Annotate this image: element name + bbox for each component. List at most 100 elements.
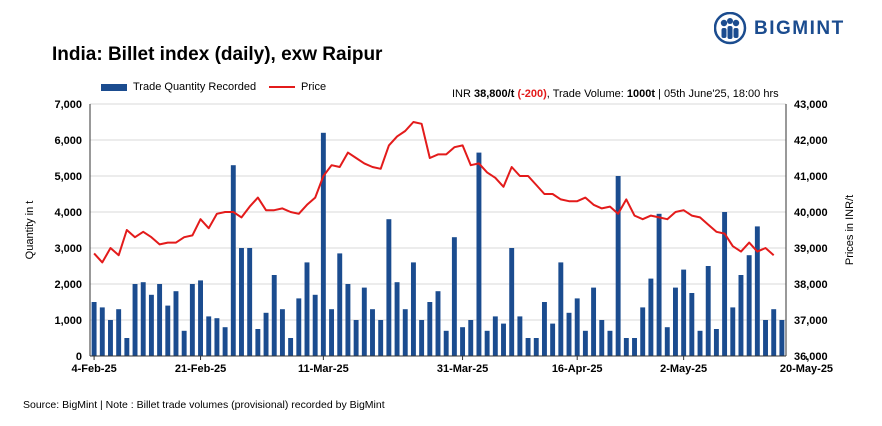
bar (378, 320, 384, 356)
bar (419, 320, 425, 356)
y-tick-label-right: 39,000 (794, 243, 828, 255)
bar (771, 309, 777, 356)
info-volume-label: , Trade Volume: (546, 88, 627, 100)
bar (320, 132, 326, 356)
axes (89, 104, 807, 360)
bar (386, 219, 392, 356)
bar (697, 330, 703, 356)
bar (648, 278, 654, 356)
info-price: 38,800/t (474, 88, 515, 100)
bar (329, 309, 335, 356)
bar (271, 275, 277, 356)
bar (263, 312, 269, 356)
y-axis-title-left: Quantity in t (24, 201, 36, 260)
legend-bar-swatch (101, 83, 127, 91)
bar (574, 298, 580, 356)
bar (247, 248, 253, 356)
bar (427, 302, 433, 356)
bar (91, 302, 97, 356)
bar (476, 152, 482, 356)
y-tick-label-right: 42,000 (794, 135, 828, 147)
bar (591, 287, 597, 356)
bar (517, 316, 523, 356)
bar (296, 298, 302, 356)
y-tick-label-left: 2,000 (54, 279, 82, 291)
bar (361, 287, 367, 356)
bar (533, 338, 539, 356)
source-note: Source: BigMint | Note : Billet trade vo… (23, 399, 385, 411)
x-tick-label: 4-Feb-25 (71, 363, 116, 375)
legend-label-price: Price (301, 81, 327, 93)
price-info: INR 38,800/t (-200), Trade Volume: 1000t… (452, 88, 779, 100)
bar (304, 262, 310, 356)
bar (582, 330, 588, 356)
bar (451, 237, 457, 356)
quantity-bars (91, 132, 785, 356)
y-tick-label-left: 0 (76, 351, 82, 363)
bar (394, 282, 400, 356)
x-tick-label: 16-Apr-25 (552, 363, 603, 375)
bar (779, 320, 785, 356)
bar (607, 330, 613, 356)
bar (681, 269, 687, 356)
bar (754, 226, 760, 356)
bar (198, 280, 203, 356)
bar (763, 320, 768, 356)
bar (132, 284, 138, 356)
price-line (93, 121, 775, 264)
bar (124, 338, 130, 356)
y-tick-label-left: 7,000 (54, 99, 82, 111)
y-tick-label-right: 36,000 (794, 351, 828, 363)
bar (140, 282, 146, 356)
bar (673, 287, 678, 356)
bar (402, 309, 408, 356)
bar (148, 294, 154, 356)
x-tick-label: 2-May-25 (660, 363, 707, 375)
y-tick-label-left: 3,000 (54, 243, 82, 255)
info-volume: 1000t (626, 88, 656, 100)
bar (525, 338, 531, 356)
bar (484, 330, 490, 356)
bar (99, 307, 105, 356)
bar (640, 307, 646, 356)
bar (468, 320, 474, 356)
bar (722, 212, 728, 356)
bar (623, 338, 629, 356)
bar (705, 266, 711, 356)
y-tick-label-right: 38,000 (794, 279, 828, 291)
gridlines (90, 103, 786, 321)
bar (615, 176, 621, 356)
bar (558, 262, 564, 356)
bar (222, 327, 228, 356)
bar (108, 320, 113, 356)
bar (353, 320, 359, 356)
brand-logo: BIGMINT (713, 11, 874, 46)
bar (656, 213, 662, 356)
bar (664, 327, 670, 356)
bar (255, 329, 261, 356)
bar (738, 275, 744, 356)
bar (541, 302, 547, 356)
legend-item-quantity: Trade Quantity Recorded (101, 81, 256, 93)
y-axis-title-right: Prices in INR/t (844, 195, 856, 265)
info-change: (-200) (517, 88, 547, 100)
y-tick-label-right: 40,000 (794, 207, 828, 219)
info-currency: INR (452, 88, 474, 100)
bar (509, 248, 515, 356)
bar (157, 284, 163, 356)
legend-line-swatch (269, 86, 295, 88)
bar (410, 262, 416, 356)
bar (181, 330, 187, 356)
bar (214, 318, 220, 356)
bar (443, 330, 449, 356)
bar (370, 309, 375, 356)
x-tick-label: 20-May-25 (780, 363, 833, 375)
axis-labels: 0 36,000 1,000 37,000 2,000 38,000 3,000 39,000… (24, 99, 856, 375)
bar (746, 255, 752, 356)
bar (599, 320, 605, 356)
bar (230, 165, 236, 356)
bar (239, 248, 244, 356)
bar (501, 323, 506, 356)
y-tick-label-right: 43,000 (794, 99, 828, 111)
